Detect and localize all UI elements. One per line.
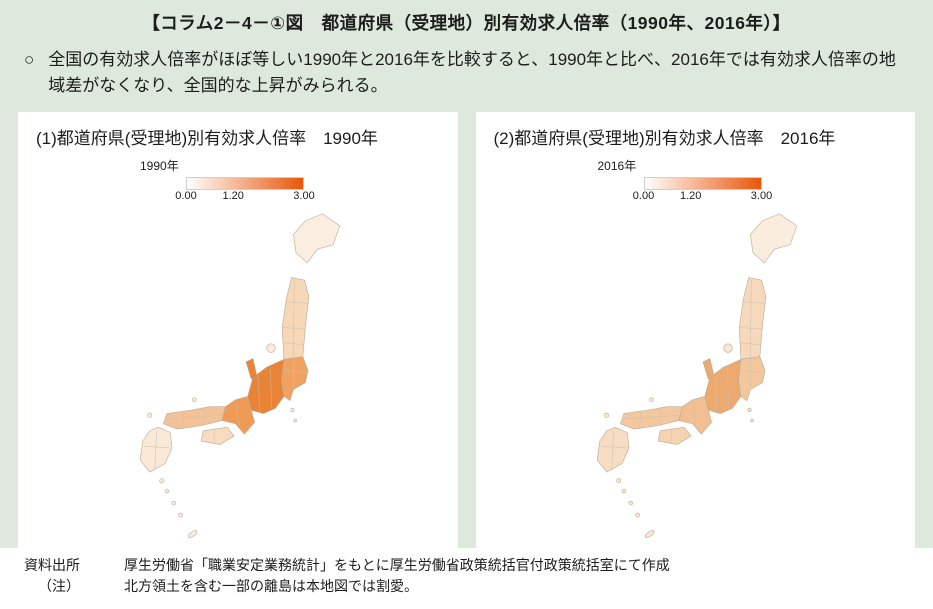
note-text: 北方領土を含む一部の離島は本地図では割愛。 [124,580,418,596]
map-region-kanto [738,356,766,401]
source-row: 資料出所 厚生労働省「職業安定業務統計」をもとに厚生労働省政策統括官付政策統括室… [24,556,917,578]
map-island-oki [649,397,654,402]
map-island-nansei-3 [171,500,176,505]
legend-2016-gradient [643,176,762,190]
legend-tick-min: 0.00 [175,189,197,202]
summary-text: 全国の有効求人倍率がほぼ等しい1990年と2016年を比較すると、1990年と比… [48,50,896,96]
legend-2016: 2016年 0.00 1.20 3.00 [598,157,904,205]
map-region-chugoku [162,406,226,430]
legend-tick-min: 0.00 [632,189,655,202]
map-region-kanto [280,356,308,401]
map-region-chubu [704,358,742,414]
map-region-chubu [247,358,284,414]
map-region-kyushu [139,426,172,473]
map-region-kinki [678,395,713,435]
legend-tick-mid: 1.20 [679,189,702,202]
map-island-izu-2 [750,418,754,422]
map-region-noto-peninsula [702,357,715,380]
map-1990-wrap [32,207,446,553]
note-label: （注） [38,580,80,596]
map-region-noto-peninsula [245,357,258,380]
map-region-shikoku [200,426,234,445]
map-region-hokkaido [292,213,340,263]
map-island-nansei-3 [628,500,634,505]
japan-map-1990 [139,213,340,538]
bullet-circle: ○ [24,50,35,69]
map-island-izu-1 [290,407,295,412]
map-panels: (1)都道府県(受理地)別有効求人倍率 1990年 1990年 0.00 1.2… [18,111,915,560]
map-island-sado [265,343,276,353]
prefecture-borders [601,279,766,471]
legend-tick-max: 3.00 [293,189,315,202]
map-region-kyushu [596,426,630,473]
map-island-nansei-2 [164,488,169,493]
map-island-tsushima [604,412,610,418]
legend-1990-gradient [186,176,304,190]
map-island-tsushima [146,412,152,418]
map-2016-wrap [490,207,904,553]
map-island-nansei-2 [621,488,627,493]
legend-tick-max: 3.00 [750,189,773,202]
map-region-tohoku [738,276,767,360]
map-region-shikoku [658,426,692,445]
map-island-oki [191,397,197,402]
map-island-nansei-1 [616,478,622,483]
legend-2016-year-label: 2016年 [597,158,637,173]
panel-1990: (1)都道府県(受理地)別有効求人倍率 1990年 1990年 0.00 1.2… [18,111,458,560]
map-island-okinawa [187,529,197,538]
map-island-nansei-4 [635,512,641,518]
legend-1990-year-label: 1990年 [140,158,179,173]
map-island-nansei-1 [158,478,164,483]
map-region-tohoku [281,276,309,360]
legend-2016-ticks: 0.00 1.20 3.00 [633,189,772,205]
panel-1990-title: (1)都道府県(受理地)別有効求人倍率 1990年 [36,128,378,148]
legend-1990: 1990年 0.00 1.20 3.00 [140,157,446,205]
map-island-nansei-4 [177,512,183,518]
map-region-kinki [221,395,255,435]
source-note-footer: 資料出所 厚生労働省「職業安定業務統計」をもとに厚生労働省政策統括官付政策統括室… [0,547,933,609]
summary-paragraph: ○ 全国の有効求人倍率がほぼ等しい1990年と2016年を比較すると、1990年… [24,47,909,100]
map-island-izu-2 [293,418,297,422]
note-row: （注） 北方領土を含む一部の離島は本地図では割愛。 [24,577,917,599]
prefecture-borders [144,279,308,471]
legend-tick-mid: 1.20 [222,189,244,202]
map-island-sado [723,343,733,353]
legend-1990-ticks: 0.00 1.20 3.00 [175,189,314,205]
panel-2016: (2)都道府県(受理地)別有効求人倍率 2016年 2016年 0.00 1.2… [475,111,915,560]
map-island-okinawa [645,529,655,538]
source-text: 厚生労働省「職業安定業務統計」をもとに厚生労働省政策統括官付政策統括室にて作成 [124,558,670,574]
figure-title: 【コラム2－4－①図 都道府県（受理地）別有効求人倍率（1990年、2016年）… [142,13,791,33]
map-island-izu-1 [747,407,752,412]
panel-2016-title: (2)都道府県(受理地)別有効求人倍率 2016年 [493,128,836,148]
source-label: 資料出所 [24,558,80,574]
map-region-hokkaido [750,213,798,263]
japan-map-2016 [596,213,798,538]
map-region-chugoku [620,406,683,430]
